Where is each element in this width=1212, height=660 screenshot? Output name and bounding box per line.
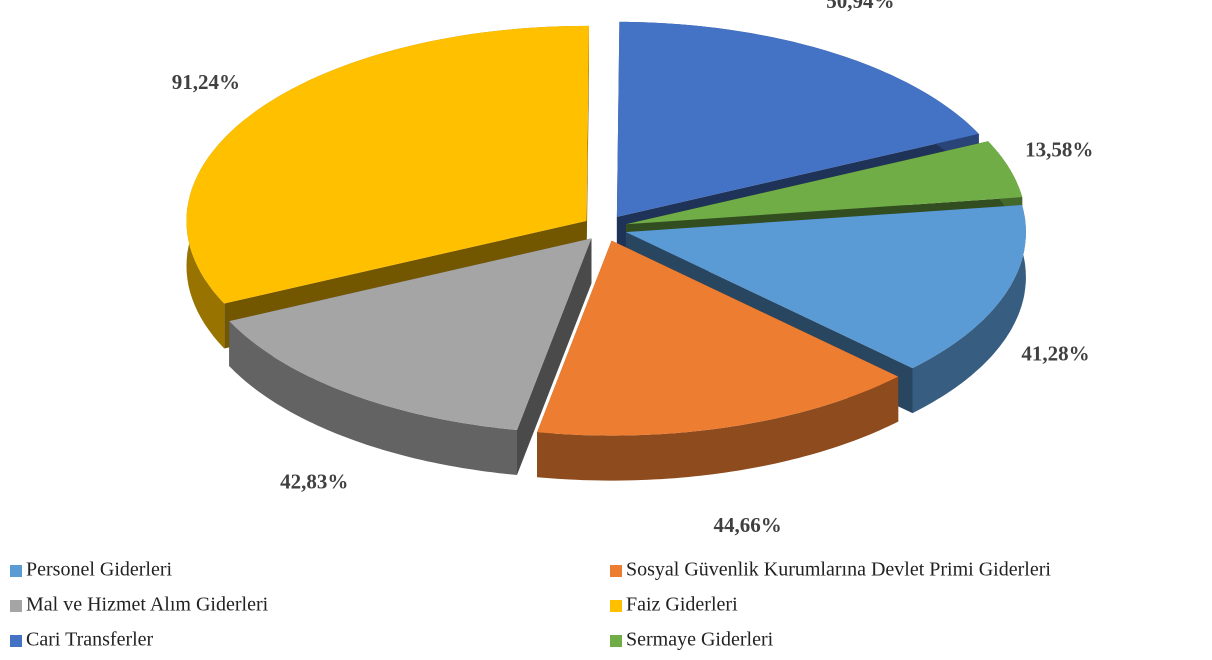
slice-wall <box>229 321 517 475</box>
data-label: 91,24% <box>172 70 240 94</box>
legend-label: Sermaye Giderleri <box>626 629 774 651</box>
legend-label: Faiz Giderleri <box>626 594 738 616</box>
data-label: 44,66% <box>714 513 782 537</box>
legend-label: Mal ve Hizmet Alım Giderleri <box>26 594 269 616</box>
data-label: 41,28% <box>1021 342 1089 366</box>
legend-label: Sosyal Güvenlik Kurumlarına Devlet Primi… <box>626 559 1051 581</box>
legend-swatch <box>610 635 622 647</box>
slice-side <box>517 238 592 475</box>
legend-swatch <box>610 600 622 612</box>
legend-swatch <box>610 565 622 577</box>
slice-top <box>625 205 1026 369</box>
data-label: 13,58% <box>1025 138 1093 162</box>
slice <box>229 238 592 475</box>
slice-wall <box>537 376 899 481</box>
slice-top <box>537 240 899 436</box>
slice-top <box>616 21 979 217</box>
slice-top <box>186 25 589 304</box>
slice-wall <box>912 205 1026 414</box>
slice-top <box>626 141 1023 225</box>
slice <box>537 240 899 481</box>
data-label: 50,94% <box>826 0 894 13</box>
legend-label: Personel Giderleri <box>26 559 173 581</box>
slice-side <box>586 25 589 266</box>
slice-top <box>229 238 592 430</box>
legend-swatch <box>10 600 22 612</box>
legend-swatch <box>10 565 22 577</box>
data-label: 42,83% <box>280 469 348 493</box>
legend-label: Cari Transferler <box>26 629 154 651</box>
legend-swatch <box>10 635 22 647</box>
